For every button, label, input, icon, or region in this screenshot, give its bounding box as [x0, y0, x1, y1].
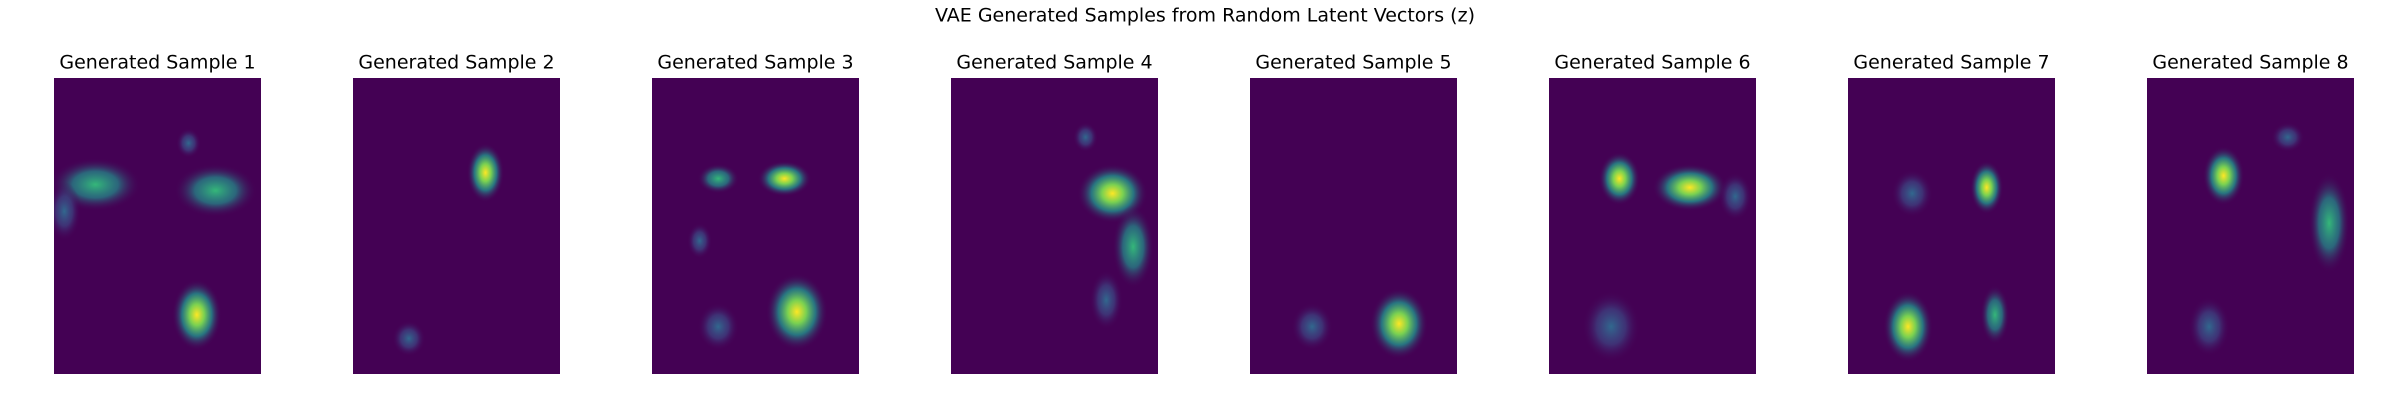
figure-title: VAE Generated Samples from Random Latent…	[935, 5, 1475, 27]
panel-title: Generated Sample 3	[657, 52, 853, 74]
activation-blob	[1291, 302, 1333, 351]
activation-blob	[1089, 270, 1123, 330]
activation-blob	[765, 273, 828, 351]
activation-blob	[1582, 291, 1641, 363]
activation-blob	[697, 163, 739, 194]
sample-image	[652, 78, 859, 374]
activation-blob	[2271, 122, 2305, 152]
image-content	[1883, 160, 2010, 363]
sample-panel: Generated Sample 5	[1250, 52, 1457, 374]
sample-image	[1848, 78, 2055, 374]
activation-blob	[1718, 172, 1752, 221]
activation-blob	[687, 223, 713, 259]
panel-title: Generated Sample 7	[1853, 52, 2049, 74]
activation-blob	[466, 143, 505, 203]
image-content	[1582, 152, 1752, 363]
image-content	[392, 143, 505, 357]
panel-title: Generated Sample 5	[1255, 52, 1451, 74]
image-content	[2188, 122, 2350, 357]
sample-panel: Generated Sample 7	[1848, 52, 2055, 374]
activation-blob	[2188, 297, 2230, 357]
activation-blob	[1891, 169, 1933, 218]
sample-image	[1549, 78, 1756, 374]
activation-blob	[1370, 288, 1429, 360]
sample-image	[353, 78, 560, 374]
activation-blob	[1073, 122, 1098, 152]
activation-blob	[2308, 172, 2350, 274]
activation-blob	[1970, 160, 2004, 215]
image-content	[1291, 288, 1429, 360]
panel-title: Generated Sample 1	[59, 52, 255, 74]
activation-blob	[54, 181, 81, 241]
activation-blob	[1598, 152, 1641, 206]
sample-panel: Generated Sample 3	[652, 52, 859, 374]
image-content	[687, 160, 828, 351]
activation-blob	[392, 320, 426, 357]
sample-panel: Generated Sample 8	[2147, 52, 2354, 374]
panel-title: Generated Sample 8	[2152, 52, 2348, 74]
image-content	[54, 128, 257, 351]
activation-blob	[174, 163, 257, 218]
activation-blob	[1112, 205, 1154, 289]
activation-blob	[171, 279, 222, 351]
activation-blob	[1652, 163, 1728, 212]
sample-panel: Generated Sample 2	[353, 52, 560, 374]
activation-blob	[1883, 291, 1933, 363]
activation-blob	[1980, 285, 2010, 345]
activation-blob	[2202, 146, 2245, 206]
sample-panel: Generated Sample 6	[1549, 52, 1756, 374]
panel-title: Generated Sample 6	[1554, 52, 1750, 74]
sample-panel: Generated Sample 4	[951, 52, 1158, 374]
activation-blob	[757, 160, 812, 197]
sample-panel: Generated Sample 1	[54, 52, 261, 374]
activation-blob	[176, 128, 201, 158]
image-content	[1073, 122, 1154, 330]
activation-blob	[697, 302, 739, 351]
panel-title: Generated Sample 4	[956, 52, 1152, 74]
panel-title: Generated Sample 2	[358, 52, 554, 74]
sample-image	[54, 78, 261, 374]
